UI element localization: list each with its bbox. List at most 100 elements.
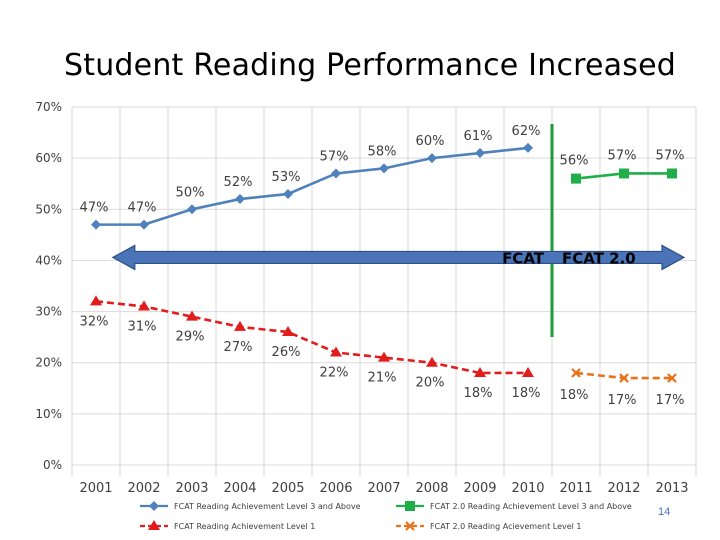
x-tick-label: 2007: [367, 481, 400, 496]
data-point-fcat_level1: [234, 320, 246, 331]
data-point-fcat_level3: [283, 188, 293, 199]
data-point-fcat_level1: [90, 295, 102, 306]
data-label: 22%: [320, 365, 349, 380]
y-tick-label: 70%: [35, 100, 62, 114]
x-marker-stroke: [619, 373, 629, 383]
data-point-fcat_level1: [426, 356, 438, 367]
y-tick-label: 30%: [35, 305, 62, 319]
legend: FCAT Reading Achievement Level 3 and Abo…: [140, 501, 632, 531]
x-tick-label: 2004: [223, 481, 256, 496]
page-number: 14: [658, 506, 671, 518]
data-point-fcat20_level1: [667, 373, 677, 383]
x-tick-label: 2003: [175, 481, 208, 496]
x-tick-label: 2010: [511, 481, 544, 496]
x-tick-label: 2011: [559, 481, 592, 496]
data-label: 57%: [320, 149, 349, 164]
data-point-fcat_level3: [139, 219, 149, 230]
data-point-fcat_level1: [138, 300, 150, 311]
data-point-fcat_level3: [427, 153, 437, 164]
double-headed-arrow: [111, 244, 686, 271]
y-tick-label: 50%: [35, 202, 62, 216]
data-label: 57%: [656, 148, 685, 163]
legend-label: FCAT 2.0 Reading Achievement Level 3 and…: [430, 502, 632, 511]
data-label: 17%: [656, 393, 685, 408]
data-point-fcat_level3: [379, 163, 389, 174]
legend-label: FCAT Reading Achievement Level 1: [174, 522, 315, 531]
data-label: 47%: [80, 201, 109, 216]
x-marker-stroke: [405, 521, 415, 531]
data-point-fcat20_level3: [619, 168, 629, 179]
data-point-fcat_level3: [91, 219, 101, 230]
data-label: 57%: [608, 148, 637, 163]
data-label: 50%: [176, 185, 205, 200]
series-lines: [90, 142, 677, 383]
data-label: 27%: [224, 340, 253, 355]
slide-title: Student Reading Performance Increased: [64, 48, 676, 83]
series-line-fcat_level1: [95, 300, 528, 375]
data-point-fcat_level1: [330, 346, 342, 357]
data-point-fcat_level3: [331, 168, 341, 179]
data-label: 62%: [512, 124, 541, 139]
legend-label: FCAT 2.0 Reading Acievement Level 1: [430, 522, 582, 531]
legend-marker: [148, 520, 160, 530]
data-label: 47%: [128, 201, 157, 216]
y-tick-label: 10%: [35, 407, 62, 421]
data-label: 18%: [512, 386, 541, 401]
data-point-fcat_level3: [187, 204, 197, 215]
x-tick-label: 2008: [415, 481, 448, 496]
data-label: 29%: [176, 330, 205, 345]
data-label: 32%: [80, 314, 109, 329]
data-label: 17%: [608, 393, 637, 408]
data-point-fcat_level1: [474, 366, 486, 377]
data-point-fcat_level1: [282, 326, 294, 337]
legend-marker: [405, 521, 415, 531]
data-point-fcat_level1: [522, 366, 534, 377]
legend-item: FCAT 2.0 Reading Achievement Level 3 and…: [396, 501, 632, 511]
data-label: 53%: [272, 170, 301, 185]
data-point-fcat20_level3: [667, 168, 677, 179]
legend-item: FCAT Reading Achievement Level 1: [140, 520, 315, 531]
x-marker-stroke: [667, 373, 677, 383]
legend-marker: [149, 501, 159, 511]
data-point-fcat_level3: [235, 194, 245, 205]
data-point-fcat20_level1: [619, 373, 629, 383]
x-tick-label: 2001: [79, 481, 112, 496]
x-marker-stroke: [571, 368, 581, 378]
data-label: 26%: [272, 345, 301, 360]
data-label: 18%: [464, 386, 493, 401]
x-tick-label: 2006: [319, 481, 352, 496]
data-labels: 47% 47% 50% 52% 53% 57% 58% 60% 61% 62% 56% 57% 57% 3…: [80, 124, 685, 408]
data-label: 52%: [224, 175, 253, 190]
data-label: 58%: [368, 144, 397, 159]
data-label: 60%: [416, 134, 445, 149]
fcat20-annotation: FCAT 2.0: [562, 249, 636, 267]
data-label: 31%: [128, 319, 157, 334]
data-point-fcat20_level1: [571, 368, 581, 378]
x-tick-label: 2012: [607, 481, 640, 496]
y-tick-label: 20%: [35, 356, 62, 370]
x-tick-label: 2009: [463, 481, 496, 496]
data-label: 61%: [464, 129, 493, 144]
x-tick-label: 2005: [271, 481, 304, 496]
data-label: 21%: [368, 371, 397, 386]
data-point-fcat_level1: [378, 351, 390, 362]
data-point-fcat_level3: [523, 142, 533, 153]
data-label: 20%: [416, 376, 445, 391]
legend-marker: [405, 501, 415, 511]
legend-item: FCAT 2.0 Reading Acievement Level 1: [396, 521, 582, 531]
fcat-annotation: FCAT: [502, 249, 545, 267]
grid-lines: [71, 106, 697, 477]
data-point-fcat_level3: [475, 148, 485, 159]
y-tick-label: 0%: [43, 458, 62, 472]
x-tick-label: 2002: [127, 481, 160, 496]
legend-label: FCAT Reading Achievement Level 3 and Abo…: [174, 502, 361, 511]
data-point-fcat_level1: [186, 310, 198, 321]
data-label: 18%: [560, 388, 589, 403]
axes: 0% 10% 20% 30% 40% 50% 60% 70% 2001 2002 2003 2004 2…: [35, 100, 688, 496]
legend-item: FCAT Reading Achievement Level 3 and Abo…: [140, 501, 361, 511]
x-tick-label: 2013: [655, 481, 688, 496]
data-label: 56%: [560, 154, 589, 169]
series-line-fcat_level3: [96, 146, 529, 226]
transition-arrow: FCAT FCAT 2.0: [111, 124, 686, 337]
y-tick-label: 40%: [35, 253, 62, 267]
